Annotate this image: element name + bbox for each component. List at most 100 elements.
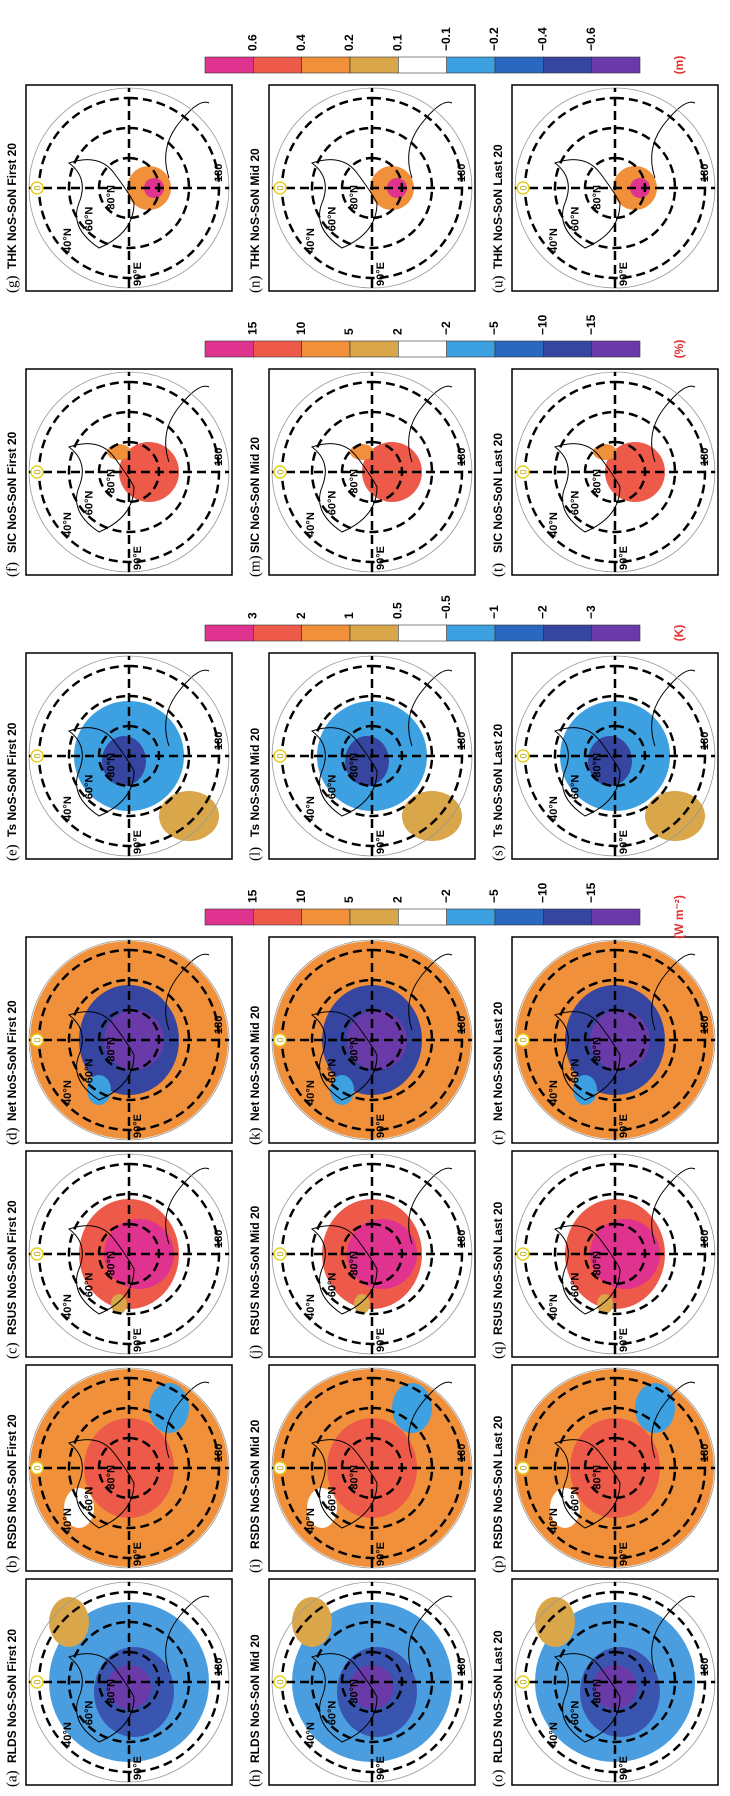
latitude-label: 40°N — [548, 512, 560, 537]
colorbar-tick-label: −10 — [536, 882, 550, 903]
latitude-label: 40°N — [548, 1080, 560, 1105]
colorbar-swatch — [253, 625, 301, 641]
panel: (p)RSDS NoS-SoN Last 2040°N60°N80°N090°E… — [490, 1365, 718, 1573]
panel-title: Ts NoS-SoN First 20 — [5, 722, 19, 837]
longitude-label: 0 — [275, 185, 285, 190]
anomaly-patch — [107, 444, 131, 460]
longitude-label: 90°E — [618, 1756, 630, 1780]
latitude-label: 60°N — [570, 1701, 582, 1726]
longitude-label: 90°E — [132, 830, 144, 854]
longitude-label: 180 — [213, 164, 225, 182]
panel: (s)Ts NoS-SoN Last 2040°N60°N80°N090°E18… — [490, 653, 718, 861]
latitude-label: 80°N — [105, 1679, 117, 1704]
longitude-label: 90°E — [618, 1542, 630, 1566]
colorbar-swatch — [543, 625, 591, 641]
colorbar-swatch — [447, 625, 495, 641]
latitude-label: 60°N — [327, 1273, 339, 1298]
colorbar-tick-label: 0.2 — [342, 34, 356, 51]
colorbar-swatch — [205, 909, 253, 925]
panel: (g)THK NoS-SoN First 2040°N60°N80°N090°E… — [4, 85, 232, 293]
panel-title: RSDS NoS-SoN First 20 — [5, 1414, 19, 1549]
longitude-label: 180 — [213, 732, 225, 750]
panel-title: THK NoS-SoN Last 20 — [491, 144, 505, 269]
latitude-label: 80°N — [591, 469, 603, 494]
colorbar-tick-label: 2 — [391, 328, 405, 335]
panel-label: (j) — [247, 1345, 263, 1359]
latitude-label: 40°N — [62, 512, 74, 537]
colorbar-unit: (K) — [672, 625, 686, 642]
latitude-label: 60°N — [327, 775, 339, 800]
longitude-label: 0 — [32, 1037, 42, 1042]
latitude-label: 80°N — [105, 1465, 117, 1490]
longitude-label: 0 — [32, 185, 42, 190]
panel-label: (h) — [247, 1770, 263, 1788]
panel-title: SIC NoS-SoN Mid 20 — [248, 437, 262, 553]
panel: (r)Net NoS-SoN Last 2040°N60°N80°N090°E1… — [490, 937, 718, 1145]
colorbar-swatch — [592, 341, 640, 357]
panel-title: Ts NoS-SoN Last 20 — [491, 724, 505, 837]
colorbar-swatch — [205, 341, 253, 357]
latitude-label: 60°N — [327, 1487, 339, 1512]
latitude-label: 40°N — [548, 228, 560, 253]
anomaly-patch — [149, 1383, 189, 1433]
colorbar-tick-label: −3 — [584, 605, 598, 619]
latitude-label: 80°N — [591, 1037, 603, 1062]
longitude-label: 0 — [275, 1679, 285, 1684]
anomaly-patch — [350, 444, 374, 460]
colorbar-tick-label: 0.1 — [391, 34, 405, 51]
latitude-label: 40°N — [305, 228, 317, 253]
latitude-label: 80°N — [348, 1037, 360, 1062]
longitude-label: 0 — [518, 1251, 528, 1256]
colorbar-swatch — [350, 625, 398, 641]
latitude-label: 40°N — [62, 1508, 74, 1533]
latitude-label: 40°N — [305, 512, 317, 537]
longitude-label: 90°E — [618, 546, 630, 570]
panel-label: (m) — [247, 555, 263, 577]
anomaly-patch — [392, 1383, 432, 1433]
colorbar-swatch — [592, 625, 640, 641]
latitude-label: 60°N — [84, 207, 96, 232]
panel: (n)THK NoS-SoN Mid 2040°N60°N80°N090°E18… — [247, 85, 475, 293]
panel-title: SIC NoS-SoN First 20 — [5, 431, 19, 553]
longitude-label: 180 — [699, 164, 711, 182]
colorbar-tick-label: 0.4 — [294, 34, 308, 51]
colorbar-tick-label: 3 — [246, 612, 260, 619]
longitude-label: 180 — [456, 1230, 468, 1248]
figure: (a)RLDS NoS-SoN First 2040°N60°N80°N090°… — [0, 0, 730, 1791]
longitude-label: 180 — [213, 1016, 225, 1034]
latitude-label: 80°N — [348, 1251, 360, 1276]
longitude-label: 90°E — [375, 830, 387, 854]
latitude-label: 80°N — [591, 185, 603, 210]
longitude-label: 0 — [32, 753, 42, 758]
colorbar: 151052−2−5−10−15(%) — [205, 314, 686, 358]
latitude-label: 80°N — [591, 1465, 603, 1490]
colorbar-tick-label: −0.2 — [487, 27, 501, 51]
longitude-label: 180 — [699, 1016, 711, 1034]
latitude-label: 80°N — [348, 469, 360, 494]
latitude-label: 60°N — [327, 491, 339, 516]
colorbar-unit: (%) — [672, 340, 686, 359]
longitude-label: 0 — [275, 753, 285, 758]
latitude-label: 60°N — [84, 491, 96, 516]
colorbar-swatch — [253, 57, 301, 73]
panel-label: (c) — [4, 1342, 20, 1359]
longitude-label: 90°E — [375, 1114, 387, 1138]
latitude-label: 80°N — [105, 469, 117, 494]
figure-body: (a)RLDS NoS-SoN First 2040°N60°N80°N090°… — [4, 27, 718, 1787]
anomaly-patch — [402, 791, 462, 841]
colorbar-tick-label: 10 — [294, 889, 308, 903]
colorbar-tick-label: 2 — [391, 896, 405, 903]
colorbar-swatch — [302, 909, 350, 925]
panel-title: RSDS NoS-SoN Mid 20 — [248, 1419, 262, 1549]
panel-label: (e) — [4, 844, 20, 861]
colorbar-swatch — [302, 341, 350, 357]
panel: (m)SIC NoS-SoN Mid 2040°N60°N80°N090°E18… — [247, 369, 475, 577]
panel: (o)RLDS NoS-SoN Last 2040°N60°N80°N090°E… — [490, 1579, 718, 1787]
latitude-label: 60°N — [84, 1701, 96, 1726]
longitude-label: 0 — [518, 1037, 528, 1042]
latitude-label: 60°N — [84, 775, 96, 800]
